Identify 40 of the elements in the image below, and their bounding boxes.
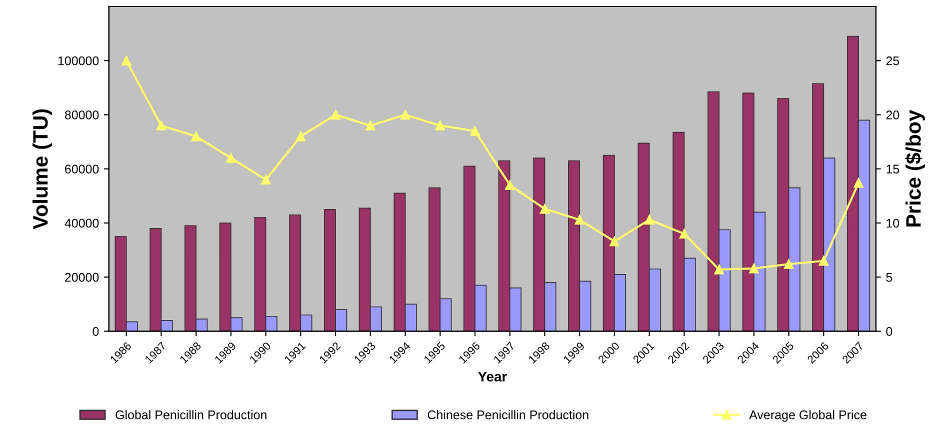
point	[644, 214, 654, 225]
y2-tick-label: 20	[886, 110, 900, 120]
point	[260, 174, 271, 185]
point	[818, 256, 829, 266]
y2-tick-label: 25	[886, 56, 900, 66]
point	[854, 178, 864, 188]
point	[435, 120, 445, 130]
point	[784, 259, 794, 269]
point	[191, 132, 201, 142]
y-tick-label: 60000	[65, 164, 99, 174]
point	[400, 110, 410, 120]
point	[470, 126, 480, 136]
point	[574, 214, 584, 225]
legend-label: Global Penicillin Production	[116, 410, 266, 420]
point	[679, 228, 690, 239]
y-tick-label: 20000	[65, 272, 99, 282]
point	[749, 264, 759, 274]
y2-axis-title: Price ($/boy	[905, 110, 925, 227]
point	[121, 56, 132, 66]
y2-tick-label: 15	[886, 164, 900, 174]
y-tick-label: 80000	[64, 110, 99, 120]
legend-label: Chinese Penicillin Production	[428, 410, 588, 420]
point	[296, 132, 306, 142]
y-tick-label: 100000	[58, 56, 99, 66]
point	[540, 204, 550, 214]
y-tick-label: 0	[92, 327, 99, 336]
point	[330, 110, 340, 120]
point	[610, 236, 620, 246]
point	[156, 120, 166, 130]
point	[505, 180, 515, 190]
x-axis-title: Year	[478, 372, 507, 382]
point	[366, 120, 376, 130]
legend-label: Average Global Price	[749, 410, 866, 422]
y-tick-label: 40000	[64, 218, 99, 228]
y2-tick-label: 10	[886, 218, 900, 228]
y-axis-title: Volume (TU)	[32, 109, 52, 230]
point	[714, 264, 724, 274]
y2-tick-label: 5	[886, 273, 892, 282]
y2-tick-label: 0	[886, 327, 892, 336]
point	[226, 153, 236, 163]
